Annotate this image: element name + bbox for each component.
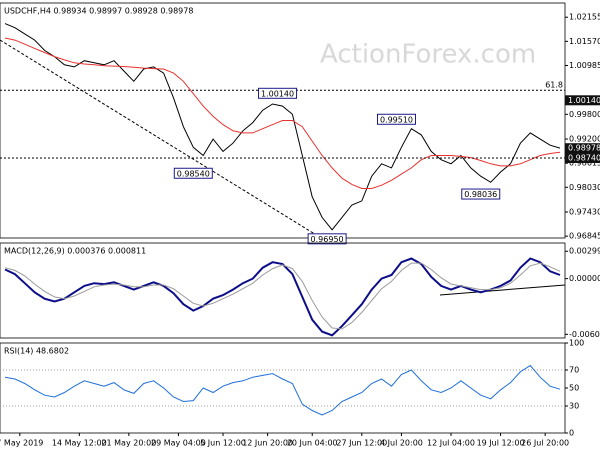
y-tick-label: 0.002998 bbox=[569, 247, 600, 256]
annotation-label: 0.96950 bbox=[311, 235, 344, 244]
series-line bbox=[4, 262, 561, 330]
x-tick-label: 29 May 04:00 bbox=[151, 439, 206, 448]
y-tick-label: 70 bbox=[569, 366, 579, 375]
y-tick-label: 0.98615 bbox=[569, 159, 600, 168]
x-tick-label: 21 May 20:00 bbox=[101, 439, 156, 448]
price-marker-label: 0.98978 bbox=[568, 144, 600, 153]
y-tick-label: 1.01570 bbox=[569, 37, 600, 46]
price-marker bbox=[565, 153, 600, 164]
fib-label: 61.8 bbox=[545, 81, 563, 90]
y-tick-label: 0.98030 bbox=[569, 183, 600, 192]
trend-line bbox=[0, 39, 319, 237]
x-tick-label: 26 Jul 20:00 bbox=[521, 439, 569, 448]
x-tick-label: 12 Jun 20:00 bbox=[242, 439, 293, 448]
y-tick-label: 30 bbox=[569, 402, 579, 411]
series-line bbox=[4, 37, 561, 189]
y-tick-label: 0 bbox=[569, 429, 574, 438]
y-tick-label: 1.00985 bbox=[569, 61, 600, 70]
annotation-box bbox=[376, 113, 416, 125]
panel-title: MACD(12,26,9) 0.000376 0.000811 bbox=[4, 247, 146, 256]
series-line bbox=[4, 364, 561, 416]
y-tick-label: 1.02155 bbox=[569, 13, 600, 22]
price-marker-label: 0.98740 bbox=[568, 154, 600, 163]
y-tick-label: -0.006097 bbox=[569, 330, 600, 339]
trend-line bbox=[439, 284, 566, 296]
y-tick-label: 0.96845 bbox=[569, 232, 600, 241]
annotation-label: 1.00140 bbox=[261, 89, 294, 98]
annotation-box bbox=[258, 87, 298, 99]
panel-frame bbox=[0, 2, 566, 239]
annotation-label: 0.99510 bbox=[380, 115, 413, 124]
annotation-label: 0.98540 bbox=[177, 169, 210, 178]
annotation-label: 0.98036 bbox=[464, 190, 497, 199]
series-line bbox=[4, 23, 561, 231]
y-tick-label: 0.99200 bbox=[569, 135, 600, 144]
x-tick-label: 19 Jul 12:00 bbox=[477, 439, 525, 448]
panel-frame bbox=[0, 342, 566, 434]
y-tick-label: 0.99800 bbox=[569, 110, 600, 119]
annotation-box bbox=[461, 188, 501, 200]
price-marker-label: 1.00140 bbox=[568, 96, 600, 105]
y-tick-label: 0.000000 bbox=[569, 274, 600, 283]
x-tick-label: 4 Jul 20:00 bbox=[380, 439, 423, 448]
y-tick-label: 0.97430 bbox=[569, 208, 600, 217]
x-tick-label: 20 Jun 04:00 bbox=[287, 439, 338, 448]
panel-title: RSI(14) 48.6802 bbox=[4, 347, 69, 356]
watermark: ActionForex.com bbox=[320, 40, 536, 70]
price-marker bbox=[565, 143, 600, 154]
annotation-box bbox=[173, 167, 213, 179]
x-tick-label: 12 Jul 04:00 bbox=[427, 439, 475, 448]
y-tick-label: 50 bbox=[569, 384, 579, 393]
price-marker bbox=[565, 95, 600, 106]
x-tick-label: 14 May 12:00 bbox=[52, 439, 107, 448]
y-tick-label: 100 bbox=[569, 339, 584, 348]
x-tick-label: 7 May 2019 bbox=[0, 439, 43, 448]
panel-frame bbox=[0, 242, 566, 339]
annotation-box bbox=[307, 233, 347, 245]
x-tick-label: 27 Jun 12:00 bbox=[336, 439, 387, 448]
series-line bbox=[4, 257, 561, 337]
panel-title: USDCHF,H4 0.98934 0.98997 0.98928 0.9897… bbox=[4, 7, 193, 16]
x-tick-label: 5 Jun 12:00 bbox=[200, 439, 246, 448]
